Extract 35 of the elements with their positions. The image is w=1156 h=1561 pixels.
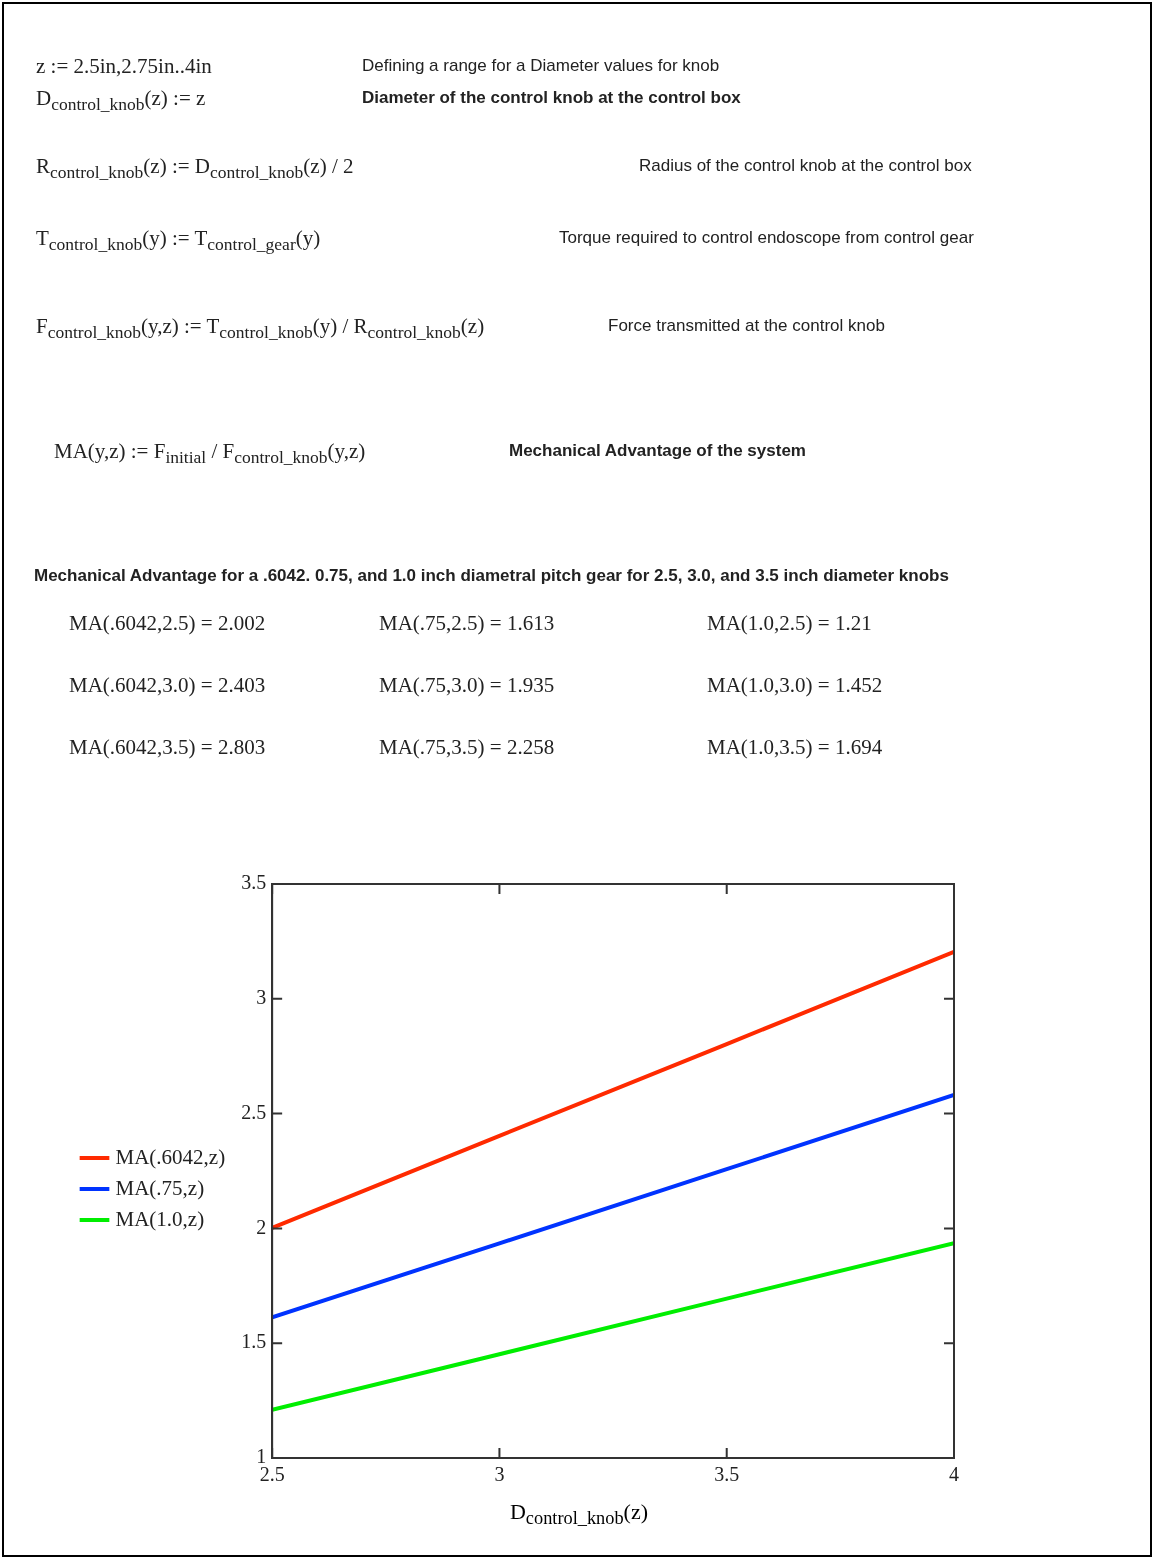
- legend-label: MA(.75,z): [115, 1175, 205, 1200]
- text: R$_{control_knob}$(z) := D$_{control_knob}$(z) / 2: [36, 154, 354, 184]
- text: Radius of the control knob at the control box: [639, 156, 972, 176]
- x-tick-label: 3.5: [714, 1463, 740, 1486]
- text: MA(1.0,2.5) = 1.21: [707, 611, 872, 636]
- text: MA(.75,2.5) = 1.613: [379, 611, 555, 636]
- text: MA(.6042,3.0) = 2.403: [69, 673, 266, 698]
- text: MA(1.0,3.5) = 1.694: [707, 735, 883, 760]
- text: F$_{control_knob}$(y,z) := T$_{control_knob}$(y) / R$_{control_knob}$(z): [36, 314, 485, 344]
- text: MA(.6042,3.5) = 2.803: [69, 735, 266, 760]
- chart-title: Mechanical Advantage for a .6042. 0.75, and 1.0 inch diametral pitch gear for 2.5, 3.0, and 3.5 inch diameter knobs: [34, 566, 949, 586]
- y-tick-label: 3: [256, 986, 267, 1009]
- text: Mechanical Advantage of the system: [509, 441, 806, 461]
- text: MA(.75,3.5) = 2.258: [379, 735, 555, 760]
- text: MA(y,z) := F$_{initial}$ / F$_{control_knob}$(y,z): [54, 439, 366, 469]
- x-tick-label: 4: [949, 1463, 959, 1486]
- y-tick-label: 1: [256, 1445, 267, 1468]
- legend-label: MA(.6042,z): [115, 1144, 226, 1169]
- text: T$_{control_knob}$(y) := T$_{control_gear}$(y): [36, 226, 321, 256]
- text: Torque required to control endoscope from control gear: [559, 228, 974, 248]
- y-tick-label: 1.5: [241, 1330, 267, 1353]
- text: MA(1.0,3.0) = 1.452: [707, 673, 883, 698]
- text: MA(.6042,2.5) = 2.002: [69, 611, 266, 636]
- text: Defining a range for a Diameter values for knob: [362, 56, 720, 76]
- text: D$_{control_knob}$(z) := z: [36, 86, 206, 116]
- y-tick-label: 2.5: [241, 1100, 267, 1123]
- y-tick-label: 3.5: [241, 871, 267, 894]
- x-axis-title: D$_{control_knob}$(z): [508, 1499, 650, 1530]
- y-tick-label: 2: [256, 1215, 267, 1238]
- legend-label: MA(1.0,z): [115, 1206, 205, 1231]
- x-tick-label: 3: [494, 1463, 505, 1486]
- text: Diameter of the control knob at the control box: [362, 88, 741, 108]
- text: z := 2.5in,2.75in..4in: [36, 54, 212, 79]
- text: Force transmitted at the control knob: [608, 316, 885, 336]
- text: MA(.75,3.0) = 1.935: [379, 673, 555, 698]
